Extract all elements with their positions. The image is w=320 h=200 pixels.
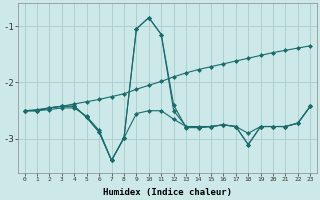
X-axis label: Humidex (Indice chaleur): Humidex (Indice chaleur) — [103, 188, 232, 197]
